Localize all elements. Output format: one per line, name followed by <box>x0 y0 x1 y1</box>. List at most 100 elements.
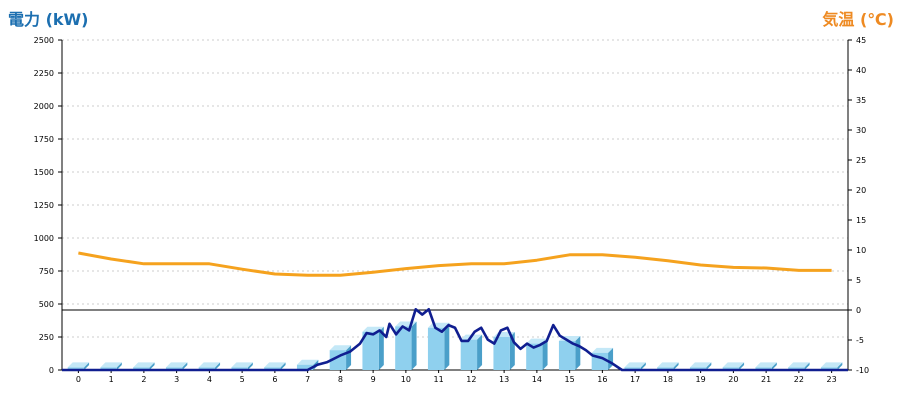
power-bar <box>67 367 85 370</box>
bar-side <box>837 362 843 370</box>
bar-top <box>820 362 843 368</box>
power-bar <box>820 367 838 370</box>
left-tick-label: 2500 <box>34 36 54 45</box>
right-tick-label: 40 <box>856 66 866 75</box>
x-tick-label: 16 <box>597 375 607 384</box>
right-tick-label: 5 <box>856 276 861 285</box>
bar-side <box>575 335 581 370</box>
x-tick-label: 12 <box>466 375 476 384</box>
bar-top <box>657 362 679 368</box>
bar-side <box>280 362 286 370</box>
left-tick-label: 0 <box>49 366 54 375</box>
power-bar <box>722 367 740 370</box>
power-bar <box>526 343 543 370</box>
right-tick-label: 20 <box>856 186 866 195</box>
bar-side <box>477 334 483 370</box>
right-tick-label: 35 <box>856 96 866 105</box>
x-tick-label: 17 <box>630 375 640 384</box>
x-tick-label: 21 <box>761 375 771 384</box>
right-tick-label: 0 <box>856 306 861 315</box>
bar-side <box>378 326 384 370</box>
bar-top <box>198 362 221 368</box>
x-tick-label: 1 <box>109 375 114 384</box>
right-tick-label: 10 <box>856 246 866 255</box>
bar-side <box>673 362 679 370</box>
bar-top <box>722 362 745 368</box>
bar-side <box>247 362 253 370</box>
bar-side <box>444 322 450 370</box>
power-bar <box>133 367 150 370</box>
x-tick-label: 2 <box>141 375 146 384</box>
bar-top <box>788 362 810 368</box>
right-tick-label: 45 <box>856 36 866 45</box>
power-bar <box>788 367 805 370</box>
power-bar <box>657 367 674 370</box>
left-tick-label: 2000 <box>34 102 54 111</box>
right-axis-title: 気温 (℃) <box>822 10 894 29</box>
right-tick-label: -5 <box>856 336 864 345</box>
power-bar <box>755 367 772 370</box>
bar-side <box>149 362 155 370</box>
bar-side <box>116 362 122 370</box>
power-bar <box>231 367 248 370</box>
x-tick-label: 19 <box>696 375 706 384</box>
bar-side <box>706 362 712 370</box>
x-tick-label: 10 <box>401 375 411 384</box>
x-tick-label: 6 <box>272 375 277 384</box>
bar-top <box>67 362 90 368</box>
power-bar <box>460 339 478 370</box>
power-bar <box>558 340 576 370</box>
power-bar <box>493 337 510 370</box>
x-tick-label: 14 <box>532 375 542 384</box>
bar-side <box>84 362 90 370</box>
bar-side <box>542 338 548 370</box>
right-tick-label: 25 <box>856 156 866 165</box>
bar-side <box>739 362 745 370</box>
power-bar <box>198 367 216 370</box>
bar-top <box>689 362 712 368</box>
bar-top <box>165 362 188 368</box>
x-tick-label: 3 <box>174 375 179 384</box>
x-tick-label: 9 <box>371 375 376 384</box>
power-bar <box>264 367 281 370</box>
x-tick-label: 20 <box>728 375 738 384</box>
right-tick-label: -10 <box>856 366 869 375</box>
bar-top <box>329 345 352 351</box>
bar-top <box>755 362 777 368</box>
bar-side <box>640 362 646 370</box>
power-bar <box>100 367 117 370</box>
left-tick-label: 250 <box>39 333 54 342</box>
power-bar <box>427 327 445 370</box>
x-tick-label: 11 <box>434 375 444 384</box>
power-bar <box>165 367 183 370</box>
power-bar <box>296 364 314 370</box>
x-tick-label: 18 <box>663 375 673 384</box>
bar-side <box>411 321 417 370</box>
right-tick-label: 30 <box>856 126 866 135</box>
x-tick-label: 8 <box>338 375 343 384</box>
left-tick-label: 1000 <box>34 234 54 243</box>
bar-top <box>231 362 253 368</box>
bar-top <box>100 362 122 368</box>
x-tick-label: 22 <box>794 375 804 384</box>
temperature-line <box>78 251 832 277</box>
x-tick-label: 7 <box>305 375 310 384</box>
power-bar <box>395 326 412 370</box>
left-tick-label: 500 <box>39 300 54 309</box>
power-line <box>62 307 848 372</box>
x-tick-label: 23 <box>827 375 837 384</box>
bar-side <box>771 362 777 370</box>
x-tick-label: 4 <box>207 375 212 384</box>
left-tick-label: 1250 <box>34 201 54 210</box>
left-tick-label: 750 <box>39 267 54 276</box>
left-axis-title: 電力 (kW) <box>8 10 89 29</box>
x-tick-label: 15 <box>565 375 575 384</box>
power-bar <box>362 331 379 370</box>
bar-top <box>264 362 286 368</box>
power-bar <box>624 367 641 370</box>
x-tick-label: 13 <box>499 375 509 384</box>
power-bar <box>689 367 707 370</box>
x-tick-label: 5 <box>240 375 245 384</box>
